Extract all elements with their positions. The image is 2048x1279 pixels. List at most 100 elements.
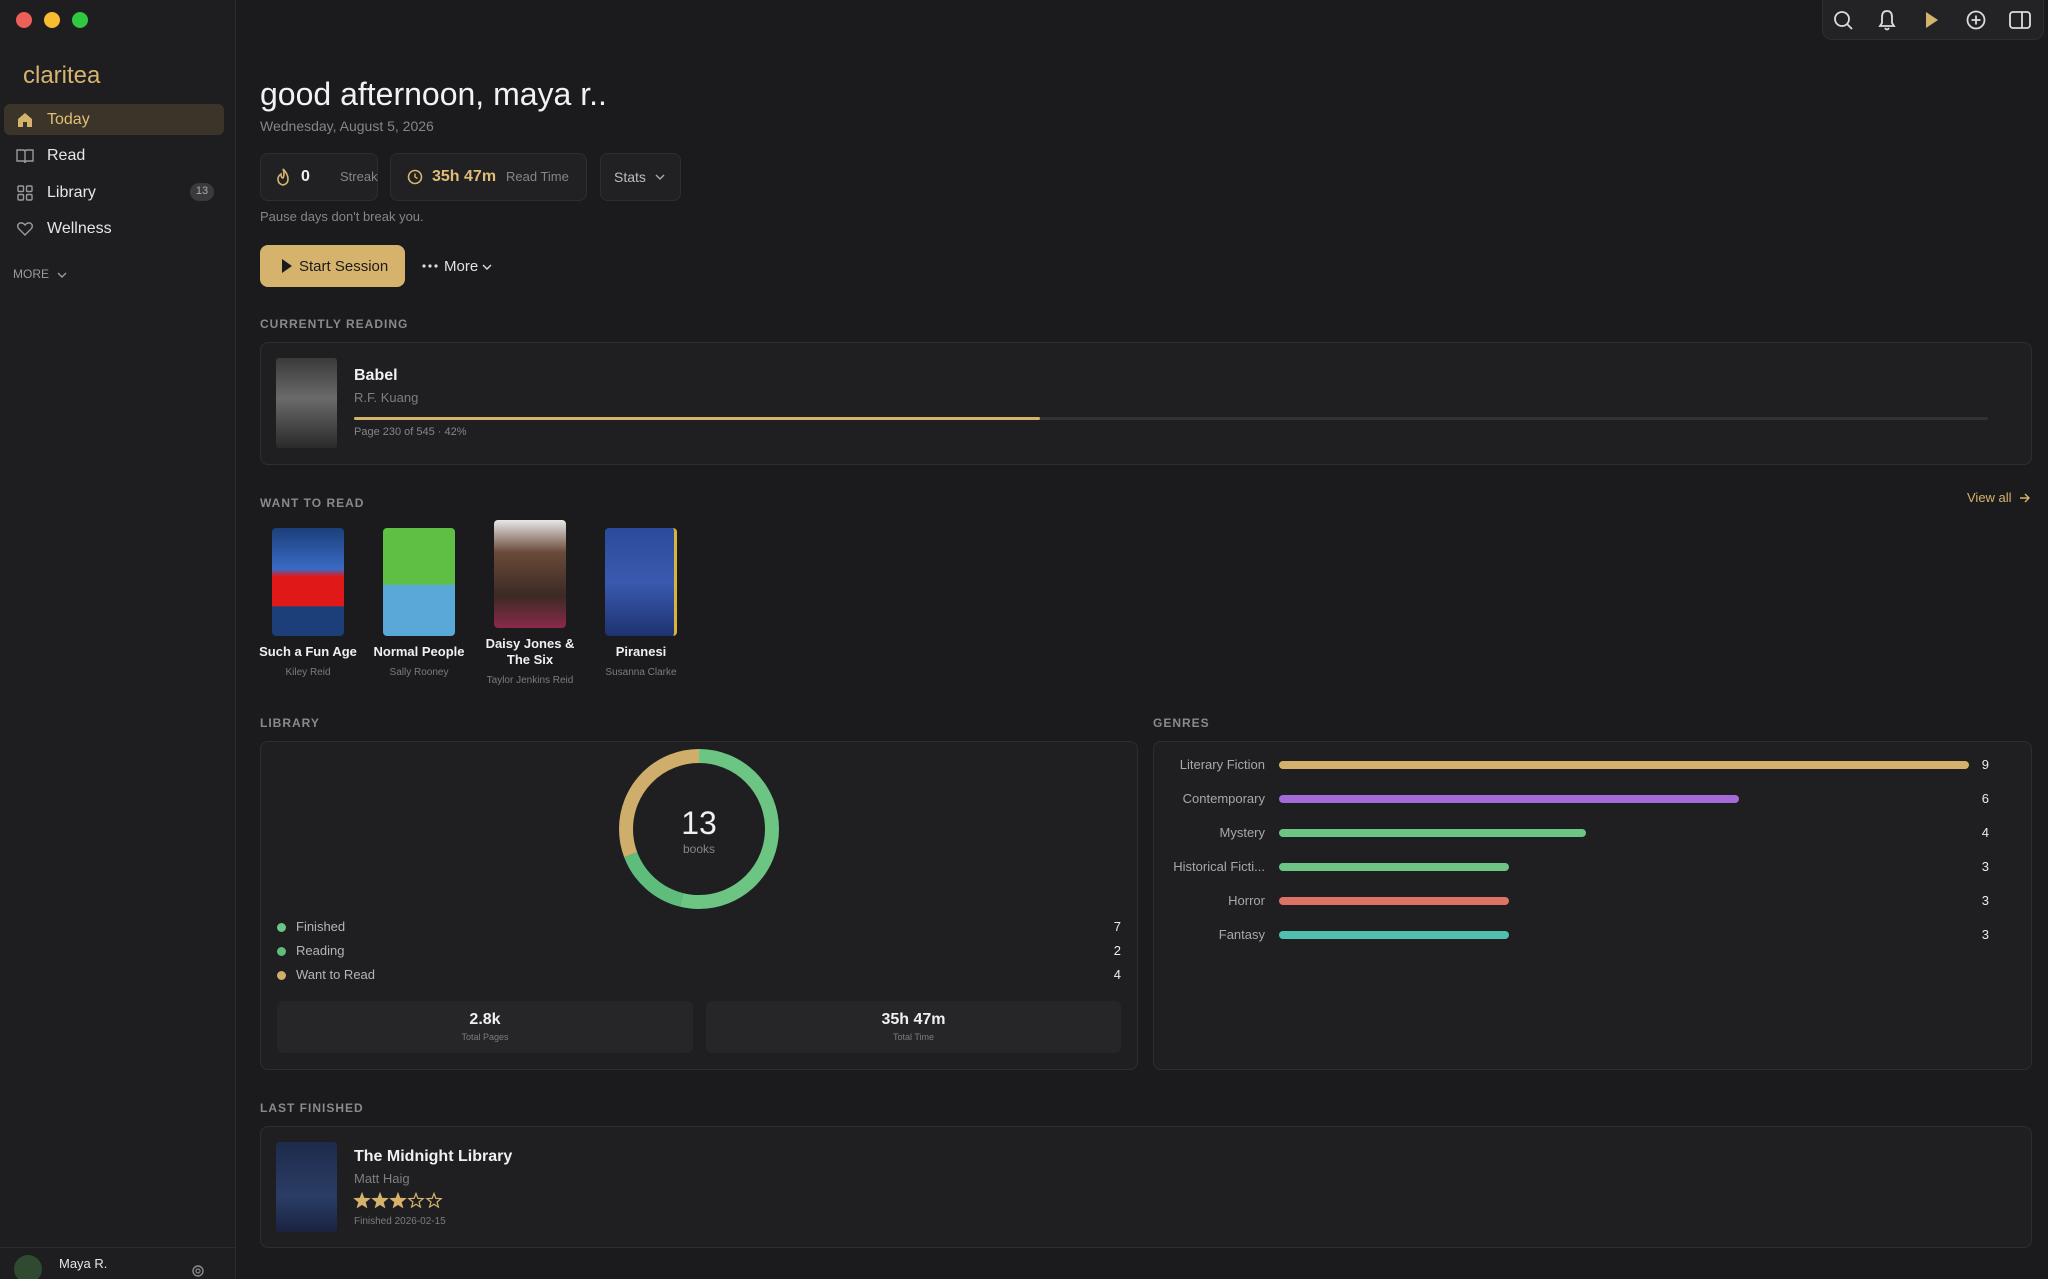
toolbar-icons <box>1834 10 2031 31</box>
nav-read[interactable]: Read <box>4 140 224 171</box>
genres-card <box>1153 741 2032 1070</box>
book-author: R.F. Kuang <box>354 390 419 405</box>
book-icon <box>16 149 34 164</box>
book-author: Susanna Clarke <box>605 667 677 678</box>
minimize-button[interactable] <box>44 12 60 28</box>
chevron-icon <box>57 272 67 278</box>
genre-label: Literary Fiction <box>1179 757 1265 772</box>
search-icon[interactable] <box>1834 11 1853 30</box>
sidebar-toggle-icon[interactable] <box>2009 11 2031 29</box>
book-title: Normal People <box>373 644 465 659</box>
book-author: Sally Rooney <box>389 667 449 678</box>
more-button[interactable]: More <box>444 258 479 275</box>
bar <box>1279 761 1969 769</box>
book-cover <box>276 1142 337 1232</box>
add-icon[interactable] <box>1966 10 1986 30</box>
genre-label: Contemporary <box>1182 791 1265 806</box>
nav-library[interactable]: Library 13 <box>4 177 224 208</box>
nav-wellness[interactable]: Wellness <box>4 213 224 244</box>
progress-fill <box>354 417 1041 420</box>
stat-value: 35h 47m <box>881 1011 946 1028</box>
section-heading: CURRENTLY READING <box>260 317 409 331</box>
stat-box <box>277 1001 693 1053</box>
stats-button[interactable] <box>600 153 681 201</box>
genre-count: 3 <box>1981 893 1989 908</box>
star-filled <box>389 1192 407 1209</box>
star-empty <box>425 1192 443 1209</box>
finished-date: Finished 2026-02-15 <box>354 1216 446 1227</box>
legend-dot <box>277 923 286 932</box>
stats-label: Stats <box>614 169 646 185</box>
bell-icon[interactable] <box>1878 10 1896 31</box>
streak-label: Streak <box>340 169 378 184</box>
donut-total: 13 <box>681 805 717 841</box>
genre-count: 3 <box>1981 859 1989 874</box>
arrow-icon <box>2020 493 2030 503</box>
rating <box>353 1192 443 1209</box>
genre-count: 4 <box>1981 825 1989 840</box>
legend-dot <box>277 971 286 980</box>
bar <box>1279 897 1509 905</box>
progress-label: Page 230 of 545 · 42% <box>354 426 467 438</box>
nav-label: Wellness <box>47 220 112 237</box>
date: Wednesday, August 5, 2026 <box>260 118 434 134</box>
zoom-button[interactable] <box>72 12 88 28</box>
donut-chart <box>619 749 779 909</box>
book-title: Daisy Jones & The Six <box>485 636 575 667</box>
nav-today[interactable]: Today <box>4 104 224 135</box>
donut-segment <box>619 749 779 909</box>
current-book-card[interactable] <box>260 342 2032 465</box>
book-cover[interactable] <box>605 528 677 636</box>
streak-pill <box>260 153 378 201</box>
genre-label: Fantasy <box>1218 927 1265 942</box>
book-author: Kiley Reid <box>285 667 331 678</box>
badge-count: 13 <box>195 185 209 197</box>
book-cover <box>276 358 337 448</box>
book-author: Taylor Jenkins Reid <box>486 675 574 686</box>
read-time-label: Read Time <box>506 169 569 184</box>
chevron-icon <box>655 174 665 180</box>
avatar[interactable] <box>14 1255 42 1279</box>
legend-count: 4 <box>1113 967 1121 982</box>
read-time-value: 35h 47m <box>432 168 497 185</box>
stat-box <box>706 1001 1121 1053</box>
start-session-label: Start Session <box>299 258 389 275</box>
book-title: Piranesi <box>615 644 667 659</box>
section-heading: LAST FINISHED <box>260 1101 364 1115</box>
bar <box>1279 795 1739 803</box>
star-empty <box>407 1192 425 1209</box>
genre-count: 9 <box>1981 757 1989 772</box>
close-button[interactable] <box>16 12 32 28</box>
legend-dot <box>277 947 286 956</box>
legend-count: 7 <box>1113 919 1121 934</box>
bar <box>1279 829 1586 837</box>
legend-label: Reading <box>296 943 345 958</box>
book-cover[interactable] <box>494 520 566 628</box>
settings-icon[interactable] <box>190 1263 206 1279</box>
genre-count: 3 <box>1981 927 1989 942</box>
streak-note: Pause days don't break you. <box>260 209 424 224</box>
book-title: Such a Fun Age <box>259 644 357 659</box>
legend-label: Want to Read <box>296 967 376 982</box>
view-all-link[interactable]: View all <box>1967 490 2012 505</box>
book-cover[interactable] <box>272 528 344 636</box>
book-cover[interactable] <box>383 528 455 636</box>
heart-icon <box>17 222 33 236</box>
stat-label: Total Pages <box>461 1032 509 1042</box>
play-icon <box>282 259 292 273</box>
more-toggle[interactable]: MORE <box>13 267 49 281</box>
play-icon[interactable] <box>1926 12 1938 28</box>
section-heading: GENRES <box>1153 716 1210 730</box>
legend-label: Finished <box>296 919 346 934</box>
brand: claritea <box>23 62 101 89</box>
section-heading: LIBRARY <box>260 716 320 730</box>
donut-unit: books <box>682 842 716 856</box>
legend-count: 2 <box>1113 943 1121 958</box>
progress-track <box>354 417 1988 420</box>
dots-icon <box>422 264 438 268</box>
bar <box>1279 931 1509 939</box>
flame-icon <box>277 168 289 186</box>
last-finished-card[interactable] <box>260 1126 2032 1248</box>
section-heading: WANT TO READ <box>260 496 365 510</box>
nav-label: Today <box>47 111 90 128</box>
